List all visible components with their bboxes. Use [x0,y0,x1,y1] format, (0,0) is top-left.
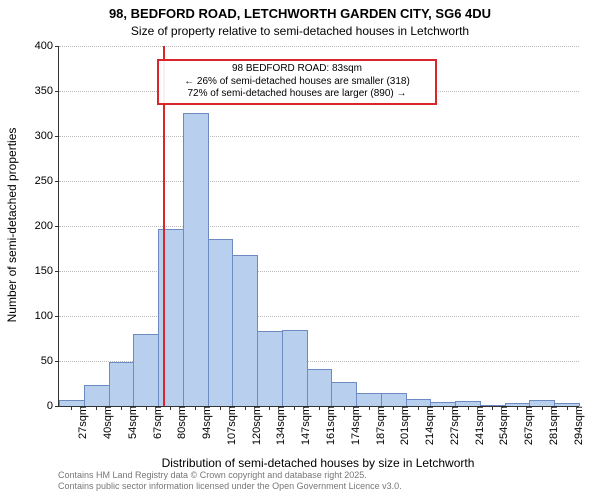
histogram-bar [158,229,184,406]
ytick-mark [55,361,59,362]
gridline [59,46,579,47]
histogram-bar [381,393,407,406]
histogram-bar [208,239,234,407]
histogram-bar [232,255,258,406]
xtick-label: 147sqm [298,406,312,445]
ytick-mark [55,181,59,182]
footer-attribution: Contains HM Land Registry data © Crown c… [0,470,600,492]
xtick-mark [269,406,270,410]
xtick-label: 120sqm [249,406,263,445]
xtick-label: 67sqm [150,406,164,439]
xtick-label: 294sqm [571,406,585,445]
title-line2: Size of property relative to semi-detach… [0,24,600,38]
xtick-label: 27sqm [75,406,89,439]
xtick-label: 94sqm [199,406,213,439]
xtick-mark [443,406,444,410]
gridline [59,181,579,182]
xtick-label: 40sqm [100,406,114,439]
gridline [59,136,579,137]
histogram-bar [257,331,283,406]
gridline [59,226,579,227]
xtick-mark [567,406,568,410]
xtick-label: 80sqm [174,406,188,439]
xtick-label: 54sqm [125,406,139,439]
xtick-label: 134sqm [273,406,287,445]
xtick-mark [344,406,345,410]
annotation-line: 72% of semi-detached houses are larger (… [163,88,431,101]
ytick-mark [55,271,59,272]
gridline [59,271,579,272]
histogram-bar [109,362,135,406]
xtick-mark [468,406,469,410]
xtick-mark [319,406,320,410]
xtick-label: 241sqm [472,406,486,445]
xtick-label: 254sqm [496,406,510,445]
xtick-label: 214sqm [422,406,436,445]
annotation-box: 98 BEDFORD ROAD: 83sqm← 26% of semi-deta… [157,59,437,105]
xtick-label: 174sqm [348,406,362,445]
xtick-mark [96,406,97,410]
xtick-label: 201sqm [397,406,411,445]
xtick-mark [220,406,221,410]
chart-container: 98, BEDFORD ROAD, LETCHWORTH GARDEN CITY… [0,0,600,500]
xtick-mark [294,406,295,410]
ytick-mark [55,46,59,47]
xtick-mark [517,406,518,410]
ytick-mark [55,226,59,227]
title-line1: 98, BEDFORD ROAD, LETCHWORTH GARDEN CITY… [0,6,600,21]
xtick-label: 161sqm [323,406,337,445]
gridline [59,316,579,317]
xtick-mark [146,406,147,410]
histogram-bar [84,385,110,406]
xtick-label: 227sqm [447,406,461,445]
histogram-bar [282,330,308,406]
xtick-label: 107sqm [224,406,238,445]
plot-area: 05010015020025030035040027sqm40sqm54sqm6… [58,46,579,407]
ytick-mark [55,406,59,407]
ytick-mark [55,316,59,317]
xtick-mark [71,406,72,410]
histogram-bar [356,393,382,406]
xtick-mark [369,406,370,410]
footer-line1: Contains HM Land Registry data © Crown c… [58,470,600,481]
annotation-line: 98 BEDFORD ROAD: 83sqm [163,63,431,76]
histogram-bar [406,399,432,406]
xtick-mark [418,406,419,410]
annotation-line: ← 26% of semi-detached houses are smalle… [163,76,431,89]
xtick-mark [393,406,394,410]
y-axis-label: Number of semi-detached properties [5,115,19,335]
xtick-label: 281sqm [546,406,560,445]
histogram-bar [183,113,209,406]
histogram-bar [307,369,333,406]
xtick-mark [195,406,196,410]
ytick-mark [55,136,59,137]
xtick-mark [170,406,171,410]
xtick-mark [245,406,246,410]
xtick-mark [121,406,122,410]
xtick-label: 187sqm [373,406,387,445]
xtick-mark [542,406,543,410]
xtick-mark [492,406,493,410]
xtick-label: 267sqm [521,406,535,445]
histogram-bar [331,382,357,406]
x-axis-label: Distribution of semi-detached houses by … [58,456,578,470]
histogram-bar [133,334,159,406]
ytick-mark [55,91,59,92]
footer-line2: Contains public sector information licen… [58,481,600,492]
